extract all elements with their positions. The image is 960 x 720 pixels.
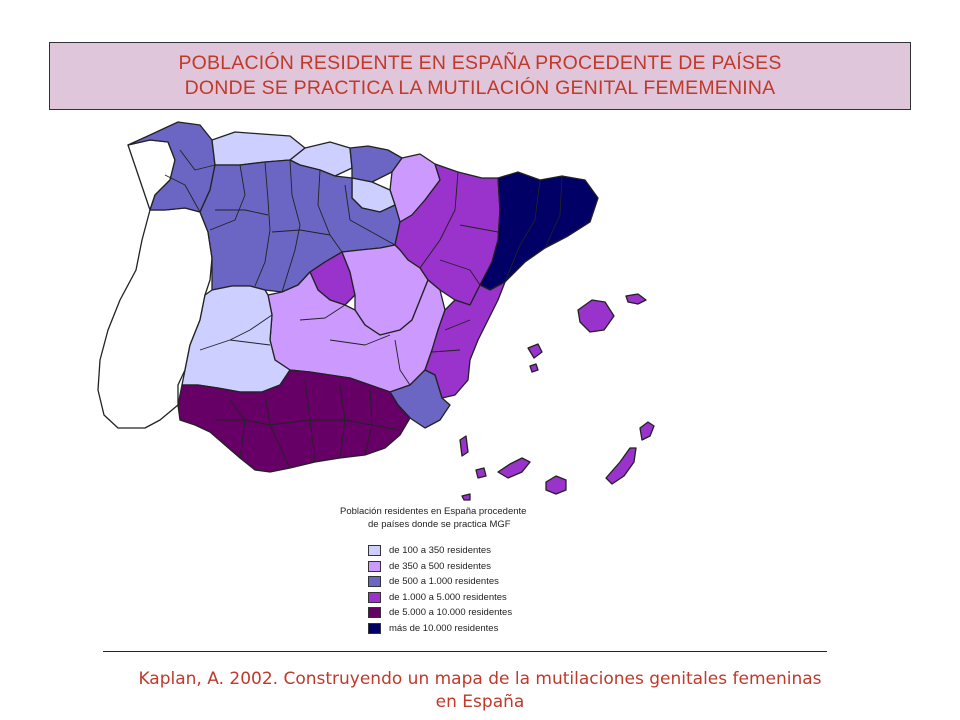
title-line-2: DONDE SE PRACTICA LA MUTILACIÓN GENITAL … bbox=[184, 77, 776, 99]
legend-item: de 500 a 1.000 residentes bbox=[368, 574, 580, 590]
legend-item: de 350 a 500 residentes bbox=[368, 559, 580, 575]
map-region-formentera bbox=[529, 363, 539, 373]
legend-item: más de 10.000 residentes bbox=[368, 621, 580, 637]
map-region-fuerteventura bbox=[605, 447, 637, 485]
legend-swatch bbox=[368, 591, 381, 603]
legend-item: de 5.000 a 10.000 residentes bbox=[368, 605, 580, 621]
map-legend: Población residentes en España procedent… bbox=[340, 505, 580, 636]
legend-swatch bbox=[368, 607, 381, 619]
map-region-galicia bbox=[127, 121, 216, 213]
legend-swatch bbox=[368, 545, 381, 557]
legend-swatch bbox=[368, 622, 381, 634]
citation-line-2: en España bbox=[435, 692, 525, 712]
map-region-la-palma bbox=[459, 435, 469, 457]
legend-item: de 100 a 350 residentes bbox=[368, 543, 580, 559]
map-region-mallorca bbox=[577, 299, 615, 333]
map-region-andalucia bbox=[177, 369, 411, 473]
legend-swatch bbox=[368, 560, 381, 572]
legend-label: de 100 a 350 residentes bbox=[389, 545, 491, 557]
map-region-valencia bbox=[424, 281, 506, 399]
map-region-tenerife bbox=[497, 457, 531, 479]
map-region-menorca bbox=[625, 293, 647, 305]
legend-title-line-1: Población residentes en España procedent… bbox=[340, 506, 527, 517]
legend-label: de 1.000 a 5.000 residentes bbox=[389, 591, 507, 603]
title-line-1: POBLACIÓN RESIDENTE EN ESPAÑA PROCEDENTE… bbox=[178, 52, 782, 74]
citation: Kaplan, A. 2002. Construyendo un mapa de… bbox=[40, 668, 920, 714]
map-region-lanzarote bbox=[639, 421, 655, 441]
legend-title-line-2: de países donde se practica MGF bbox=[368, 519, 511, 530]
legend-label: de 500 a 1.000 residentes bbox=[389, 576, 499, 588]
legend-title: Población residentes en España procedent… bbox=[340, 505, 580, 531]
map-region-ibiza bbox=[527, 343, 543, 359]
map-region-gomera bbox=[475, 467, 487, 479]
legend-label: de 350 a 500 residentes bbox=[389, 560, 491, 572]
map-region-gran-canaria bbox=[545, 475, 567, 495]
citation-line-1: Kaplan, A. 2002. Construyendo un mapa de… bbox=[138, 669, 822, 689]
map-region-hierro bbox=[461, 493, 471, 501]
legend-label: más de 10.000 residentes bbox=[389, 622, 499, 634]
legend-list: de 100 a 350 residentes de 350 a 500 res… bbox=[368, 543, 580, 636]
legend-swatch bbox=[368, 576, 381, 588]
title-box: POBLACIÓN RESIDENTE EN ESPAÑA PROCEDENTE… bbox=[49, 42, 911, 110]
divider bbox=[103, 651, 827, 652]
legend-item: de 1.000 a 5.000 residentes bbox=[368, 590, 580, 606]
legend-label: de 5.000 a 10.000 residentes bbox=[389, 607, 513, 619]
